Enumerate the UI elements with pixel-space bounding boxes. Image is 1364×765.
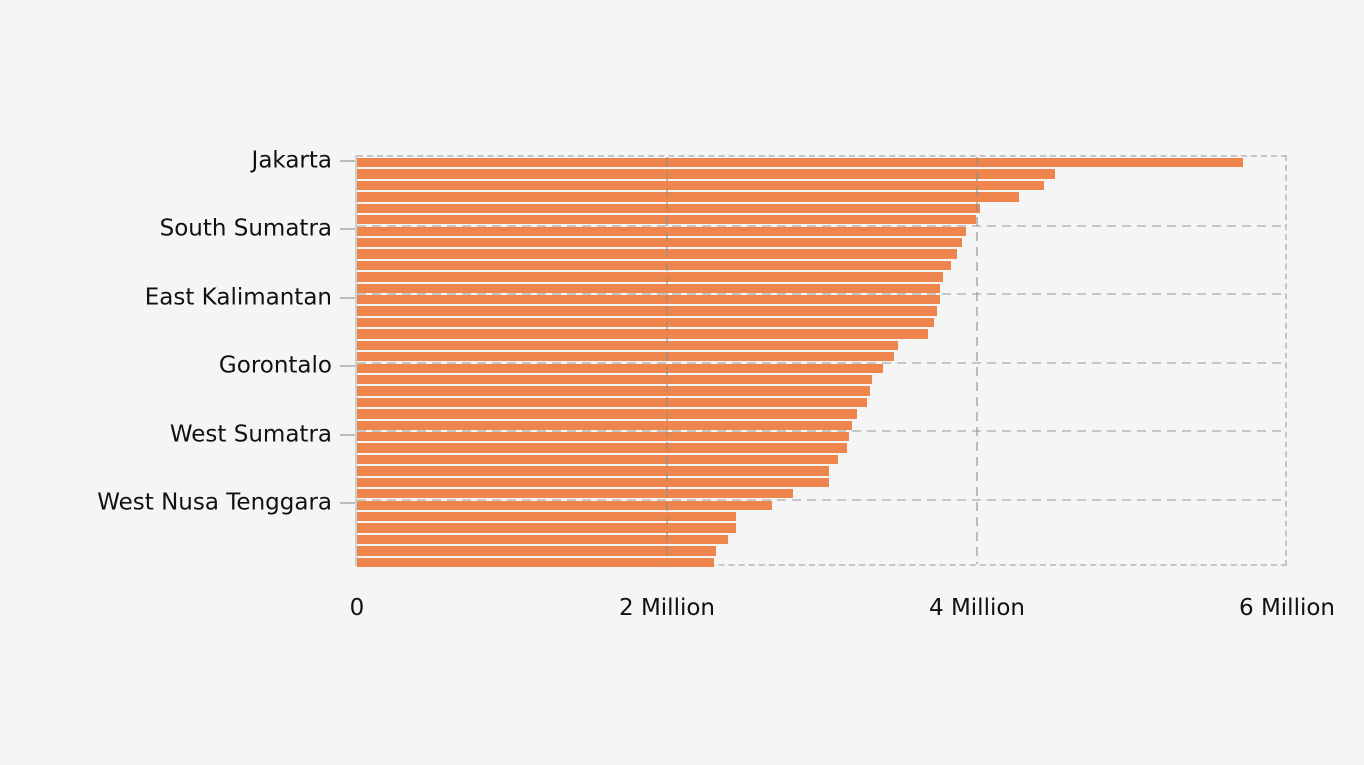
bar-row — [357, 317, 1285, 328]
bar — [357, 169, 1055, 179]
bar — [357, 237, 962, 248]
bar-row — [357, 385, 1285, 396]
y-tick-label: West Nusa Tenggara — [97, 489, 332, 516]
bar-row — [357, 522, 1285, 533]
bar — [357, 329, 928, 339]
bar — [357, 397, 868, 408]
bar-row — [357, 408, 1285, 419]
y-tick-label: West Sumatra — [169, 421, 332, 448]
bar-row — [357, 271, 1285, 282]
bar — [357, 443, 848, 453]
bar — [357, 557, 715, 567]
bar — [357, 363, 883, 373]
bar-row — [357, 191, 1285, 202]
bar-row — [357, 397, 1285, 408]
bar — [357, 500, 772, 510]
bar — [357, 192, 1019, 202]
vertical-gridline — [666, 157, 668, 564]
bar — [357, 523, 736, 533]
bar-row — [357, 248, 1285, 259]
bar — [357, 386, 871, 396]
bar — [357, 374, 873, 385]
bar-row — [357, 488, 1285, 499]
bar-row — [357, 511, 1285, 522]
bar — [357, 203, 981, 214]
bar-row — [357, 168, 1285, 179]
bar-row — [357, 477, 1285, 488]
bar-row — [357, 203, 1285, 214]
bar-row — [357, 465, 1285, 476]
bar-row — [357, 557, 1285, 568]
bar — [357, 295, 941, 305]
bar-row — [357, 500, 1285, 511]
horizontal-gridline — [357, 498, 1285, 501]
bar — [357, 272, 944, 282]
horizontal-gridline — [357, 224, 1285, 227]
horizontal-gridline — [357, 361, 1285, 364]
bar-row — [357, 420, 1285, 431]
bar-row — [357, 340, 1285, 351]
bar — [357, 546, 716, 556]
y-axis-tick — [340, 228, 355, 231]
bar — [357, 158, 1244, 168]
bar — [357, 534, 729, 545]
bar-row — [357, 305, 1285, 316]
bar-row — [357, 237, 1285, 248]
bar-row — [357, 226, 1285, 237]
bar — [357, 340, 899, 351]
bar-row — [357, 442, 1285, 453]
bar-row — [357, 454, 1285, 465]
bar-row — [357, 545, 1285, 556]
bar-row — [357, 157, 1285, 168]
bar-row — [357, 294, 1285, 305]
bar — [357, 317, 934, 328]
y-axis-tick — [340, 296, 355, 299]
y-tick-label: Jakarta — [251, 147, 332, 174]
y-tick-label: South Sumatra — [159, 215, 332, 242]
x-tick-label: 4 Million — [929, 595, 1025, 621]
y-axis-tick — [340, 502, 355, 505]
y-axis-tick — [340, 365, 355, 368]
horizontal-gridline — [357, 293, 1285, 295]
bar-row — [357, 374, 1285, 385]
y-axis-tick — [340, 159, 355, 162]
bar — [357, 489, 794, 499]
bar — [357, 283, 941, 293]
y-axis-tick — [340, 433, 355, 436]
bar-row — [357, 180, 1285, 191]
bar — [357, 352, 894, 362]
bar-row — [357, 283, 1285, 294]
y-axis-spine — [355, 155, 357, 566]
plot-area — [357, 155, 1287, 568]
bar-row — [357, 351, 1285, 362]
bar-row — [357, 431, 1285, 442]
x-tick-label: 2 Million — [619, 595, 715, 621]
bar — [357, 306, 937, 316]
bar — [357, 466, 829, 476]
bar — [357, 409, 857, 419]
horizontal-gridline — [357, 430, 1285, 432]
bar — [357, 432, 849, 442]
y-tick-label: East Kalimantan — [144, 284, 332, 311]
bar — [357, 260, 951, 271]
bar-row — [357, 363, 1285, 374]
bar-row — [357, 534, 1285, 545]
bar — [357, 454, 838, 465]
bar — [357, 180, 1044, 191]
bar — [357, 249, 958, 259]
vertical-gridline — [976, 157, 978, 564]
bar — [357, 511, 736, 522]
bar-row — [357, 328, 1285, 339]
y-tick-label: Gorontalo — [218, 352, 332, 379]
bar — [357, 420, 852, 430]
bar — [357, 477, 829, 488]
bar-row — [357, 260, 1285, 271]
x-tick-label: 6 Million — [1239, 595, 1335, 621]
x-tick-label: 0 — [349, 595, 365, 621]
bar-row — [357, 214, 1285, 225]
bar — [357, 226, 967, 236]
